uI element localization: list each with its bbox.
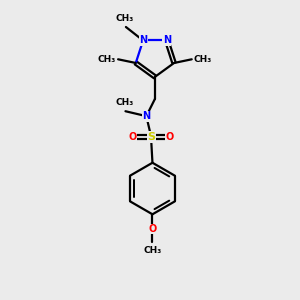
Text: O: O [148, 224, 157, 234]
Text: N: N [139, 35, 147, 46]
Text: O: O [129, 132, 137, 142]
Text: N: N [142, 111, 150, 121]
Text: CH₃: CH₃ [98, 55, 116, 64]
Text: S: S [147, 132, 155, 142]
Text: N: N [163, 35, 171, 46]
Text: CH₃: CH₃ [194, 55, 212, 64]
Text: O: O [166, 132, 174, 142]
Text: CH₃: CH₃ [115, 98, 134, 107]
Text: CH₃: CH₃ [116, 14, 134, 22]
Text: CH₃: CH₃ [143, 246, 162, 255]
